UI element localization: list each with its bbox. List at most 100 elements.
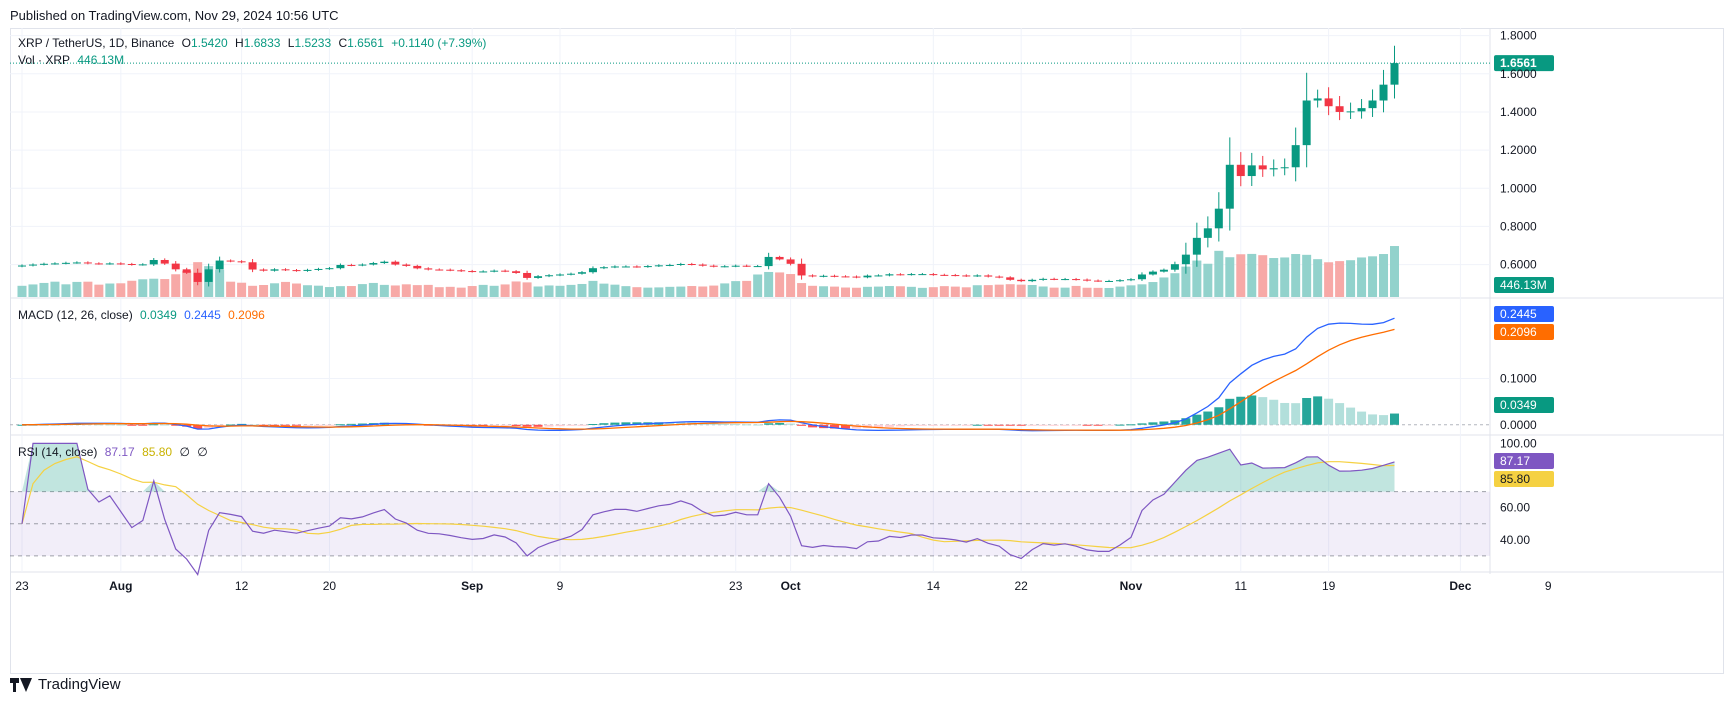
macd-histogram-bar <box>961 424 971 426</box>
rsi-na-2: ∅ <box>197 445 208 459</box>
macd-value-tag <box>1494 306 1554 322</box>
candle-body <box>424 268 433 270</box>
volume-bar <box>83 281 93 297</box>
macd-histogram-bar <box>720 423 730 425</box>
chart-frame[interactable] <box>10 28 1724 674</box>
macd-legend: MACD (12, 26, close) 0.0349 0.2445 0.209… <box>18 308 269 322</box>
candle-body <box>720 266 729 268</box>
macd-value-tag-label: 0.2445 <box>1500 307 1537 321</box>
last-price-label: 1.6561 <box>1500 56 1537 70</box>
macd-histogram-bar <box>972 424 982 426</box>
change-value: +0.1140 (+7.39%) <box>391 36 487 50</box>
price-tick-label: 1.0000 <box>1500 181 1537 195</box>
macd-histogram-bar <box>928 424 938 426</box>
macd-histogram-bar <box>171 424 181 426</box>
candle-body <box>621 266 630 268</box>
candle-body <box>610 266 619 268</box>
volume-bar <box>676 286 686 297</box>
volume-bar <box>588 280 598 297</box>
candle-body <box>1280 167 1289 169</box>
macd-histogram-bar <box>1104 424 1114 426</box>
candle-body <box>204 269 213 282</box>
macd-histogram-bar <box>346 423 356 425</box>
candle-body <box>1159 269 1168 272</box>
volume-bar <box>270 283 280 297</box>
open-label: O <box>181 36 191 50</box>
candle-body <box>1324 98 1333 107</box>
volume-bar <box>171 274 181 297</box>
price-tick-label: 1.8000 <box>1500 29 1537 43</box>
high-label: H <box>235 36 244 50</box>
macd-histogram-bar <box>742 424 752 426</box>
time-tick-label: Oct <box>781 579 801 593</box>
volume-bar <box>1016 284 1026 297</box>
macd-histogram-bar <box>676 422 686 425</box>
macd-histogram-bar <box>259 424 269 426</box>
macd-histogram-bar <box>193 424 203 429</box>
candle-body <box>72 262 81 264</box>
macd-line <box>21 317 1395 432</box>
candle-body <box>984 275 993 277</box>
macd-histogram-bar <box>1181 418 1191 425</box>
macd-histogram-bar <box>731 424 741 426</box>
volume-label: Vol · XRP <box>18 53 71 67</box>
candle-body <box>468 271 477 273</box>
volume-bar <box>434 287 444 297</box>
candle-body <box>259 269 268 271</box>
volume-bar <box>1170 273 1180 297</box>
candle-body <box>1170 264 1179 270</box>
candle-body <box>1028 279 1037 282</box>
volume-bar <box>775 272 785 297</box>
candle-body <box>1346 111 1355 113</box>
candle-body <box>819 275 828 277</box>
candle-body <box>1137 274 1146 280</box>
macd-histogram-bar <box>917 424 927 426</box>
macd-tick-label: 0.0000 <box>1500 418 1537 432</box>
volume-bar <box>1060 287 1070 297</box>
volume-bar <box>500 284 510 297</box>
macd-histogram-bar <box>873 424 883 428</box>
volume-bar <box>830 286 840 297</box>
macd-histogram-bar <box>292 424 301 426</box>
candle-body <box>1258 165 1267 170</box>
candle-body <box>1236 164 1245 177</box>
tradingview-brand[interactable]: TradingView <box>10 676 121 693</box>
price-tick-label: 0.6000 <box>1500 258 1537 272</box>
macd-histogram-bar <box>939 424 949 426</box>
volume-bar <box>994 284 1004 297</box>
volume-bar <box>709 285 719 297</box>
macd-histogram-bar <box>1137 423 1147 425</box>
macd-label: MACD (12, 26, close) <box>18 308 133 322</box>
volume-bar <box>939 286 949 297</box>
candle-body <box>1291 145 1300 168</box>
volume-bar <box>1335 261 1345 297</box>
volume-bar <box>259 285 269 297</box>
volume-bar <box>116 283 126 297</box>
macd-histogram-bar <box>160 424 170 426</box>
volume-bar <box>346 286 356 297</box>
last-price-tag <box>1494 55 1554 72</box>
macd-histogram-bar <box>632 422 642 425</box>
macd-histogram-bar <box>1302 397 1312 425</box>
candle-body <box>347 264 356 266</box>
macd-histogram-bar <box>665 422 675 425</box>
candle-body <box>1148 271 1157 275</box>
volume-bar <box>1313 259 1323 297</box>
candle-body <box>1006 277 1015 280</box>
volume-bar <box>1192 260 1202 297</box>
candle-body <box>567 273 575 275</box>
candle-body <box>863 275 872 278</box>
candle-body <box>314 268 323 270</box>
macd-value-tag-label: 0.2096 <box>1500 325 1537 339</box>
volume-bar <box>72 281 82 297</box>
volume-bar <box>928 287 938 297</box>
volume-bar <box>1082 287 1092 297</box>
candle-body <box>380 261 389 264</box>
close-label: C <box>338 36 348 50</box>
volume-bar <box>1357 257 1367 297</box>
volume-bar <box>1115 286 1125 297</box>
volume-bar <box>390 285 400 297</box>
volume-bar <box>577 283 587 297</box>
candle-body <box>1379 84 1388 101</box>
